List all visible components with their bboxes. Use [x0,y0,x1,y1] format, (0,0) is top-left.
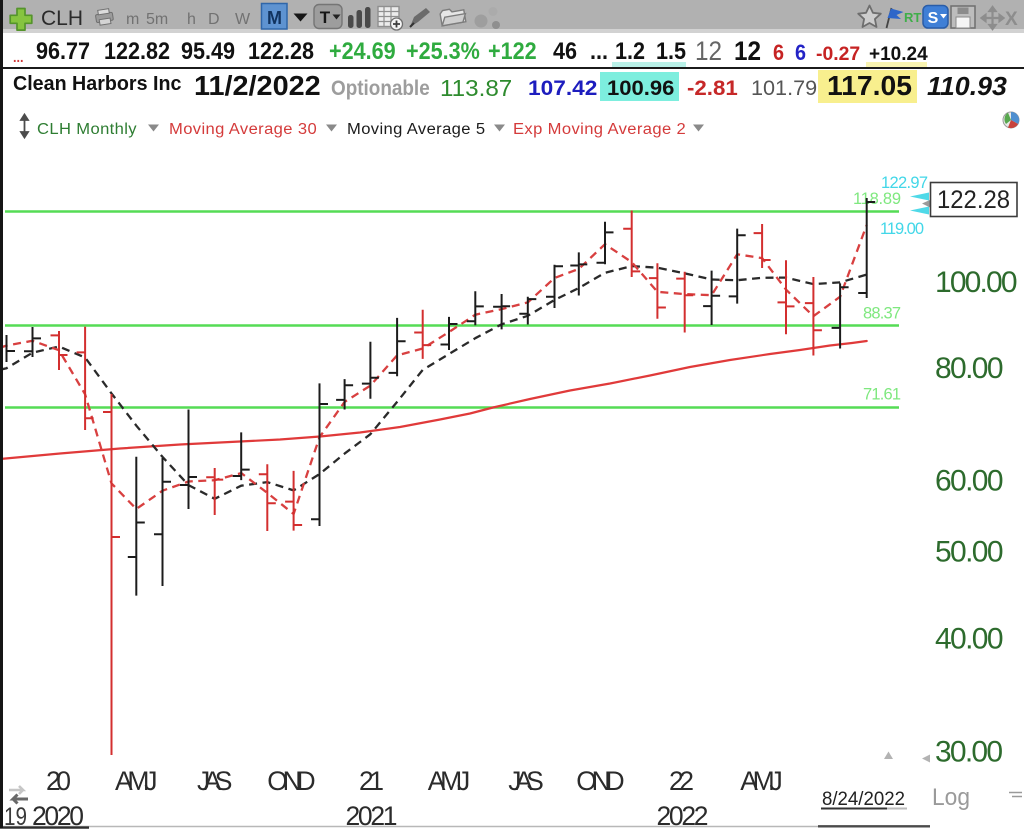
svg-text:20: 20 [46,766,71,796]
svg-text:119.00: 119.00 [880,220,924,238]
svg-text:2020: 2020 [32,801,84,829]
svg-text:h: h [187,11,196,28]
svg-text:118.89: 118.89 [853,190,901,208]
svg-text:60.00: 60.00 [935,465,1004,498]
svg-text:X: X [1005,9,1018,30]
svg-text:100.00: 100.00 [935,266,1018,299]
svg-text:AMJ: AMJ [115,766,158,796]
svg-text:W: W [235,11,251,28]
svg-text:T: T [320,8,331,27]
svg-text:30.00: 30.00 [935,736,1003,769]
svg-text:m: m [126,11,139,28]
svg-text:2022: 2022 [657,801,709,829]
svg-text:JAS: JAS [197,766,233,796]
svg-text:19: 19 [4,803,27,829]
svg-text:AMJ: AMJ [428,766,471,796]
svg-text:RT: RT [904,10,921,25]
svg-text:2021: 2021 [346,801,398,829]
svg-text:Log: Log [932,784,970,811]
svg-text:OND: OND [267,766,315,796]
svg-text:40.00: 40.00 [935,623,1004,656]
svg-text:80.00: 80.00 [935,352,1004,385]
svg-text:22: 22 [669,766,694,796]
svg-text:88.37: 88.37 [863,305,901,323]
svg-text:50.00: 50.00 [935,536,1004,569]
svg-text:122.97: 122.97 [881,174,928,192]
svg-text:JAS: JAS [508,766,544,796]
svg-text:21: 21 [359,766,384,796]
svg-text:122.28: 122.28 [937,186,1010,214]
svg-text:CLH: CLH [41,7,83,30]
svg-text:5m: 5m [146,11,168,28]
svg-text:8/24/2022: 8/24/2022 [822,789,905,810]
svg-text:OND: OND [576,766,624,796]
svg-text:D: D [208,11,220,28]
svg-text:AMJ: AMJ [740,766,783,796]
svg-text:M: M [267,8,282,28]
svg-text:71.61: 71.61 [863,386,901,404]
svg-text:S: S [928,10,939,27]
